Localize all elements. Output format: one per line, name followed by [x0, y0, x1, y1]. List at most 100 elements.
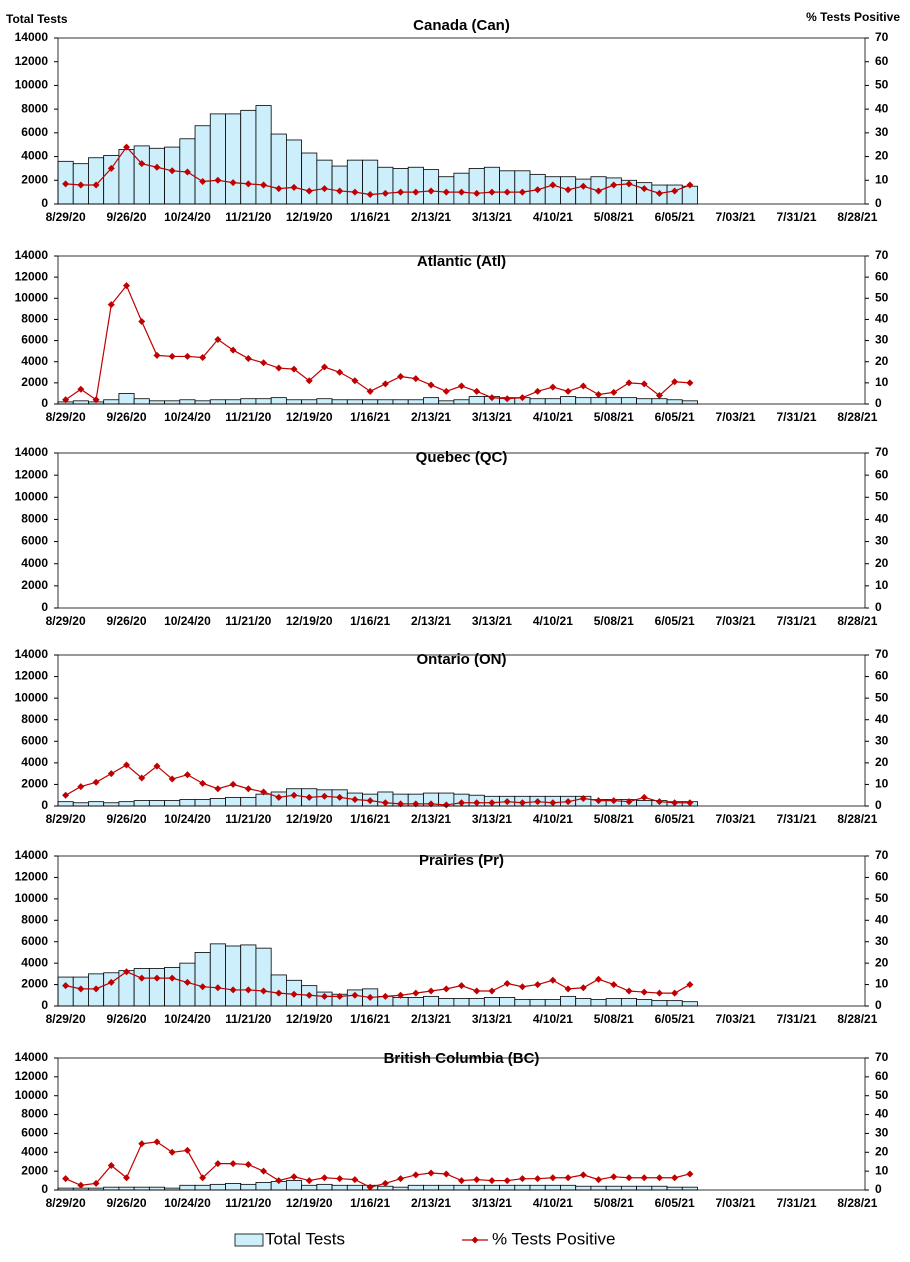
bar [285, 1180, 303, 1191]
marker [183, 978, 191, 986]
bar [514, 999, 531, 1007]
bar [255, 398, 272, 405]
y2-tick-label: 70 [875, 647, 889, 661]
marker [92, 985, 100, 993]
bar [57, 976, 74, 1007]
y-tick-label: 6000 [21, 733, 48, 747]
y-tick-label: 10000 [15, 489, 49, 503]
x-tick-label: 8/28/21 [837, 812, 877, 826]
x-tick-label: 7/03/21 [716, 1012, 756, 1026]
bar [179, 1184, 196, 1191]
y-tick-label: 14000 [15, 445, 49, 459]
marker [123, 761, 131, 769]
bar [636, 398, 653, 405]
y-tick-label: 0 [41, 600, 48, 614]
y-tick-label: 2000 [21, 375, 48, 389]
bar [453, 399, 470, 405]
marker [244, 986, 252, 994]
x-tick-label: 2/13/21 [411, 1012, 451, 1026]
bar [590, 1185, 607, 1191]
bar [88, 801, 105, 807]
marker [412, 989, 420, 997]
y-tick-label: 8000 [21, 1107, 48, 1121]
marker [77, 1181, 85, 1189]
marker [183, 771, 191, 779]
x-tick-label: 9/26/20 [106, 812, 146, 826]
bar [240, 109, 257, 205]
y-tick-label: 8000 [21, 512, 48, 526]
x-tick-label: 7/31/21 [776, 210, 816, 224]
x-tick-label: 3/13/21 [472, 210, 512, 224]
marker [595, 797, 603, 805]
y2-tick-label: 0 [875, 600, 882, 614]
y-tick-label: 10000 [15, 1088, 49, 1102]
legend-label: Total Tests [265, 1229, 345, 1248]
chart-title: Quebec (QC) [416, 449, 508, 466]
marker [153, 1138, 161, 1146]
y-tick-label: 14000 [15, 30, 49, 44]
marker [153, 163, 161, 171]
x-tick-label: 3/13/21 [472, 410, 512, 424]
bar [331, 165, 348, 205]
marker [229, 780, 237, 788]
y2-tick-label: 20 [875, 556, 889, 570]
marker [92, 396, 100, 404]
x-tick-label: 7/31/21 [776, 812, 816, 826]
x-tick-label: 8/29/20 [46, 1012, 86, 1026]
x-tick-label: 2/13/21 [411, 812, 451, 826]
bar [514, 1184, 531, 1191]
marker [199, 1174, 207, 1182]
marker [412, 188, 420, 196]
marker [412, 1171, 420, 1179]
x-tick-label: 3/13/21 [472, 614, 512, 628]
marker [397, 188, 405, 196]
x-tick-label: 7/03/21 [716, 210, 756, 224]
bar [514, 170, 531, 205]
bar [423, 995, 440, 1007]
x-tick-label: 10/24/20 [164, 410, 211, 424]
y2-tick-label: 30 [875, 733, 889, 747]
bar [118, 1186, 135, 1191]
bar [301, 1184, 318, 1191]
marker [305, 377, 313, 385]
marker [214, 336, 222, 344]
bar [407, 997, 424, 1007]
bar [209, 798, 226, 807]
marker [153, 974, 161, 982]
y2-tick-label: 20 [875, 1144, 889, 1158]
marker [518, 1175, 526, 1183]
marker [610, 981, 618, 989]
bar [346, 399, 363, 405]
x-tick-label: 11/21/20 [225, 1012, 271, 1026]
bar [285, 399, 303, 405]
marker [640, 380, 648, 388]
bar [240, 796, 257, 807]
x-tick-label: 7/31/21 [776, 1196, 816, 1210]
y-axis-title: Total Tests [6, 12, 68, 26]
bar [225, 399, 242, 405]
marker [625, 798, 633, 806]
marker [381, 189, 389, 197]
bar [301, 399, 318, 405]
y2-tick-label: 70 [875, 30, 889, 44]
y-tick-label: 10000 [15, 78, 49, 92]
y-tick-label: 6000 [21, 333, 48, 347]
y-tick-label: 12000 [15, 467, 49, 481]
bar [636, 999, 653, 1007]
y2-tick-label: 20 [875, 354, 889, 368]
x-tick-label: 5/08/21 [594, 812, 634, 826]
marker [610, 1173, 618, 1181]
bar [209, 1183, 226, 1191]
marker [427, 381, 435, 389]
y2-tick-label: 0 [875, 196, 882, 210]
marker [564, 1174, 572, 1182]
plot-frame [57, 855, 866, 1007]
y2-tick-label: 50 [875, 290, 889, 304]
marker [458, 982, 465, 990]
x-tick-label: 9/26/20 [106, 1196, 146, 1210]
x-tick-label: 9/26/20 [106, 614, 146, 628]
marker [503, 188, 511, 196]
x-tick-label: 6/05/21 [655, 1196, 695, 1210]
marker [686, 981, 694, 989]
bar [377, 399, 394, 405]
